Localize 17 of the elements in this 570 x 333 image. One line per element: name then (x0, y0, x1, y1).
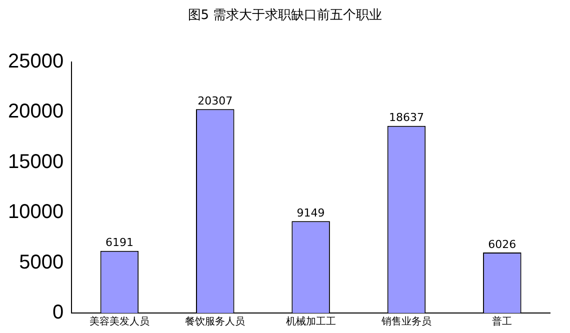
data-label: 9149 (296, 206, 325, 220)
y-tick-label: 5000 (19, 251, 64, 274)
x-tick-label: 普工 (492, 316, 512, 328)
data-label: 18637 (388, 111, 424, 124)
y-tick-label: 0 (52, 302, 64, 324)
x-tick-label: 美容美发人员 (89, 316, 150, 328)
x-tick-label: 餐饮服务人员 (185, 316, 246, 328)
chart-title: 图5 需求大于求职缺口前五个职业 (186, 7, 384, 24)
x-tick-label: 机械加工工 (286, 316, 336, 328)
data-label: 6026 (488, 238, 516, 251)
data-label: 20307 (198, 94, 233, 108)
y-tick-label: 20000 (8, 100, 64, 123)
data-label: 6191 (105, 236, 134, 250)
y-tick-label: 25000 (8, 50, 64, 73)
x-tick-label: 销售业务员 (380, 316, 432, 328)
y-tick-label: 15000 (8, 150, 64, 173)
y-tick-label: 10000 (8, 201, 64, 224)
